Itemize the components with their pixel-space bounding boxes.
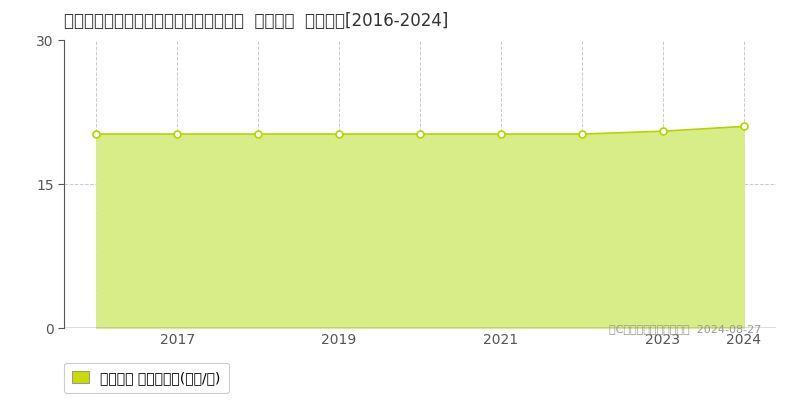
Text: （C）土地価格ドットコム  2024-08-27: （C）土地価格ドットコム 2024-08-27 bbox=[610, 324, 762, 334]
Legend: 地価公示 平均坪単価(万円/坪): 地価公示 平均坪単価(万円/坪) bbox=[64, 362, 229, 393]
Text: 大分県大分市大字津守字伏子８２番１外  地価公示  地価推移[2016-2024]: 大分県大分市大字津守字伏子８２番１外 地価公示 地価推移[2016-2024] bbox=[64, 12, 448, 30]
